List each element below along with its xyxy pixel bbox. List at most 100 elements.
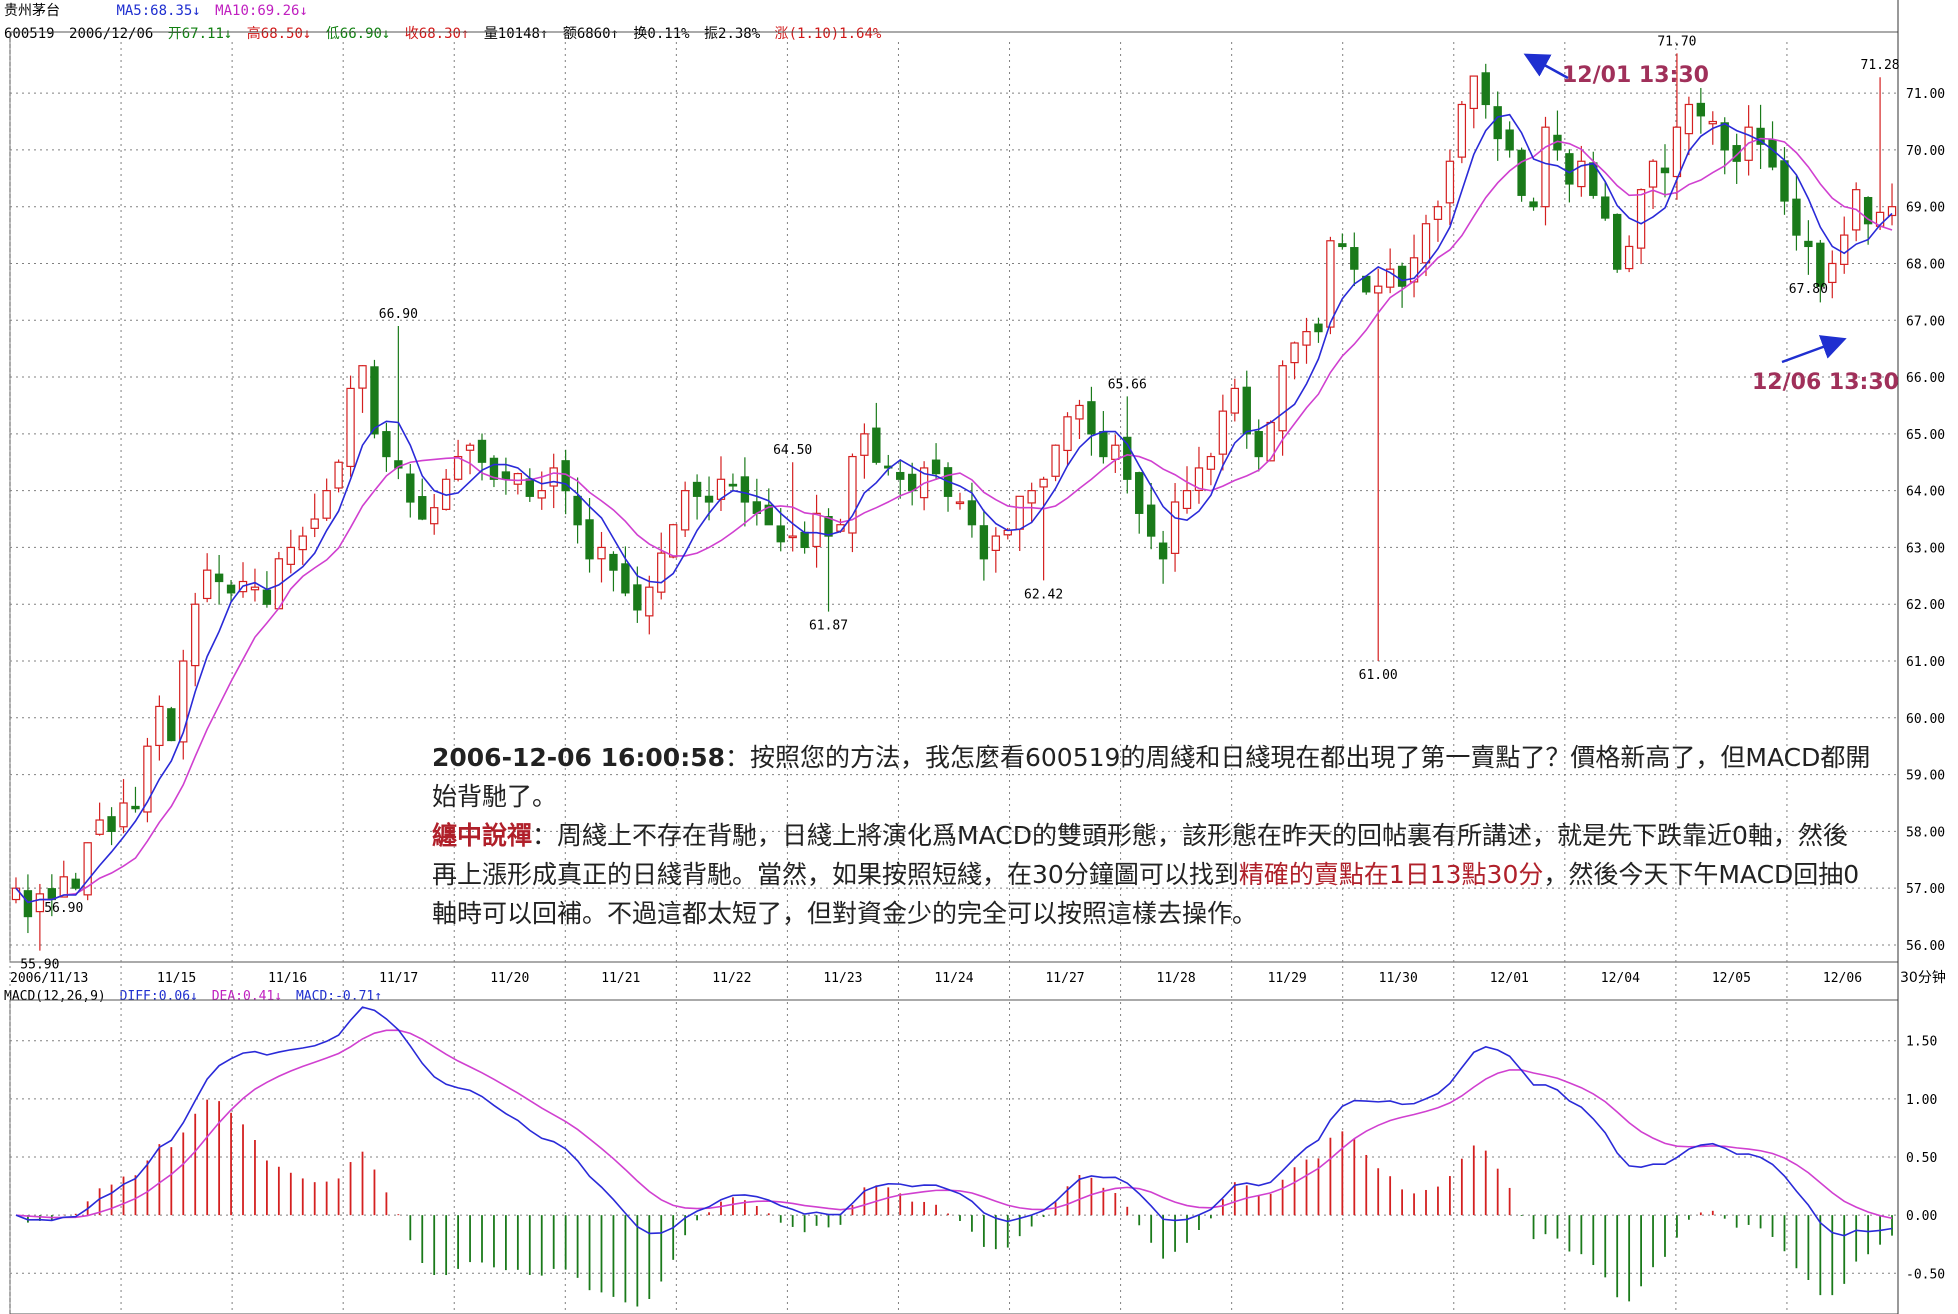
- candle-body: [59, 876, 68, 898]
- candle-body: [1481, 72, 1490, 106]
- candle-body: [1230, 387, 1239, 414]
- candle-body: [430, 507, 439, 525]
- candle-body: [286, 546, 295, 565]
- candle-body: [1290, 342, 1299, 364]
- date-tick-label: 11/23: [823, 971, 862, 986]
- candle-body: [119, 802, 128, 828]
- candle-body: [1397, 265, 1407, 287]
- candle-body: [573, 495, 582, 526]
- candle-body: [202, 569, 212, 600]
- candle-body: [1158, 542, 1168, 560]
- candle-body: [1624, 245, 1634, 270]
- candle-body: [489, 457, 499, 480]
- candle-body: [370, 366, 379, 435]
- price-tick-label: 57.00: [1906, 882, 1945, 897]
- candle-body: [1135, 472, 1144, 514]
- candle-body: [95, 819, 104, 835]
- arrow-1206: [1781, 335, 1847, 364]
- candle-body: [1146, 504, 1156, 537]
- candle-body: [167, 708, 176, 742]
- candle-body: [358, 365, 367, 389]
- candle-body: [1577, 160, 1586, 188]
- candle-body: [907, 473, 917, 492]
- candle-body: [860, 433, 869, 456]
- candle-body: [609, 553, 618, 571]
- candle-body: [657, 552, 666, 593]
- candle-body: [1302, 331, 1311, 346]
- candle-body: [1660, 167, 1670, 174]
- close-readout: 收68.30↑: [404, 26, 470, 42]
- price-tick-label: 60.00: [1906, 712, 1945, 727]
- candle-body: [1111, 444, 1120, 460]
- header-line-1: 贵州茅台 MA5:68.35↓ MA10:69.26↓: [4, 2, 314, 20]
- candle-body: [621, 563, 630, 594]
- candle-body: [250, 586, 260, 591]
- candle-body: [1601, 196, 1610, 219]
- candle-body: [1887, 206, 1897, 217]
- date-tick-label: 11/21: [601, 971, 640, 986]
- price-tick-label: 59.00: [1906, 769, 1945, 784]
- price-extreme-label: 67.80: [1789, 282, 1828, 297]
- open-readout: 开67.11↓: [167, 26, 233, 42]
- candle-body: [35, 893, 45, 913]
- candle-body: [1075, 404, 1084, 420]
- candle-body: [1792, 198, 1801, 236]
- candle-body: [298, 535, 307, 551]
- ma5-line: [15, 113, 1893, 904]
- candle-body: [107, 816, 116, 832]
- candle-body: [465, 444, 475, 451]
- candle-body: [728, 483, 738, 487]
- ma5-readout: MA5:68.35↓: [116, 3, 201, 19]
- macd-tick-label: 0.50: [1906, 1151, 1937, 1166]
- candle-body: [1708, 120, 1717, 125]
- date-tick-label: 2006/11/13: [10, 971, 88, 986]
- arrow-1201: [1523, 53, 1569, 80]
- candle-body: [680, 490, 690, 531]
- candle-body: [848, 455, 857, 534]
- candle-body: [1457, 103, 1467, 158]
- candle-body: [143, 745, 152, 813]
- candle-body: [764, 504, 773, 526]
- candle-body: [453, 455, 463, 480]
- reply-text-a: ：周綫上不存在背馳，日綫上將演化爲MACD的雙頭形態，該形態在昨天的回帖裏有所講…: [432, 821, 1848, 889]
- candle-body: [406, 473, 415, 503]
- ma10-readout: MA10:69.26↓: [215, 3, 308, 19]
- price-extreme-label: 65.66: [1108, 377, 1147, 392]
- question-timestamp: 2006-12-06 16:00:58: [432, 743, 725, 772]
- candle-body: [214, 573, 224, 583]
- candle-body: [525, 478, 534, 497]
- candle-body: [191, 603, 200, 667]
- high-readout: 高68.50↓: [246, 26, 312, 42]
- price-extreme-label: 64.50: [773, 443, 812, 458]
- candle-body: [1314, 323, 1323, 333]
- date-tick-label: 11/15: [157, 971, 196, 986]
- date-tick-label: 11/27: [1045, 971, 1084, 986]
- candle-body: [824, 515, 833, 537]
- price-tick-label: 70.00: [1906, 144, 1945, 159]
- candle-body: [155, 705, 164, 747]
- candle-body: [1768, 139, 1777, 168]
- candle-body: [979, 525, 989, 560]
- candle-body: [1123, 436, 1132, 480]
- candle-body: [1206, 455, 1216, 470]
- candle-body: [931, 459, 941, 475]
- candle-body: [1421, 223, 1431, 264]
- candle-body: [955, 501, 965, 505]
- candle-body: [322, 490, 331, 519]
- ma10-line: [15, 137, 1893, 904]
- price-tick-label: 63.00: [1906, 541, 1945, 556]
- candle-body: [1732, 145, 1741, 162]
- candle-body: [1242, 386, 1251, 435]
- candle-body: [1720, 122, 1729, 151]
- date-tick-label: 12/06: [1823, 971, 1862, 986]
- date-tick-label: 11/22: [712, 971, 751, 986]
- reply-highlight: 精確的賣點在1日13點30分: [1238, 860, 1544, 889]
- candle-body: [1493, 106, 1502, 140]
- candle-body: [382, 431, 391, 458]
- candle-body: [334, 461, 343, 489]
- low-readout: 低66.90↓: [325, 26, 391, 42]
- candle-body: [597, 546, 606, 560]
- macd-tick-label: 0.00: [1906, 1209, 1937, 1224]
- price-extreme-label: 71.28: [1861, 58, 1900, 73]
- date-tick-label: 11/16: [268, 971, 307, 986]
